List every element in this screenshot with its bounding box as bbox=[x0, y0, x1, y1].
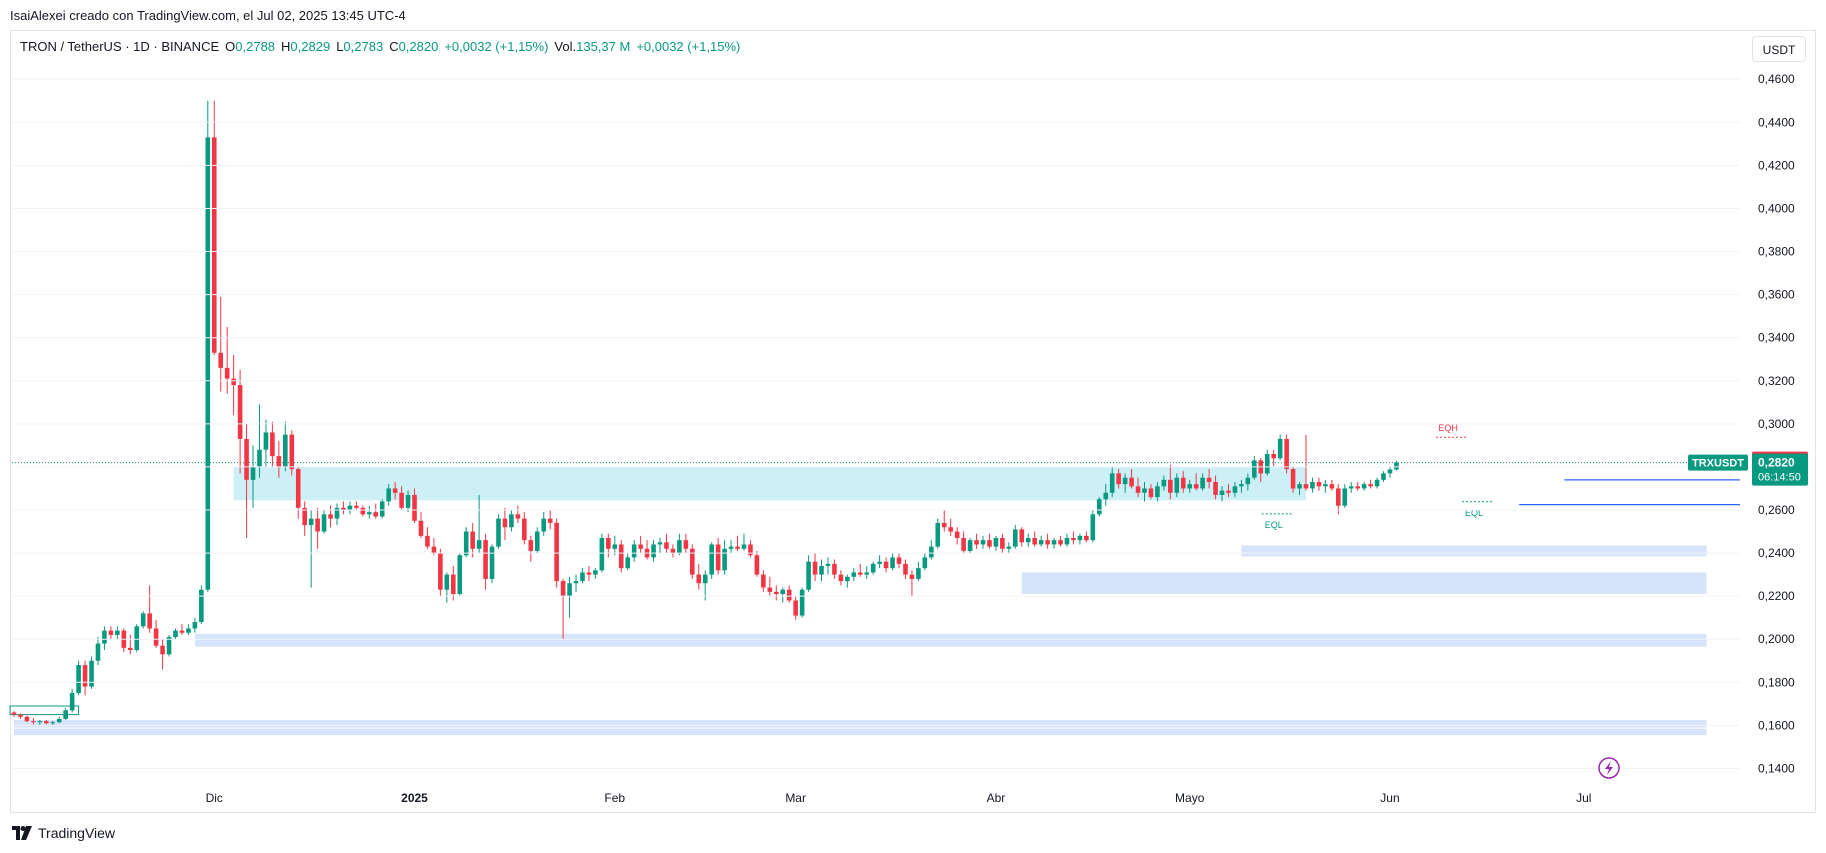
footer-brand: TradingView bbox=[38, 825, 116, 841]
tradingview-logo[interactable]: TradingView bbox=[12, 825, 115, 841]
legend-high-value: 0,2829 bbox=[290, 39, 331, 54]
legend-symbol[interactable]: TRON / TetherUS · 1D · BINANCE bbox=[20, 39, 220, 54]
chart-attribution: IsaiAlexei creado con TradingView.com, e… bbox=[10, 8, 406, 23]
legend-low-label: L bbox=[336, 39, 344, 54]
symbol-legend: TRON / TetherUS · 1D · BINANCE O0,2788 H0,… bbox=[20, 39, 746, 54]
legend-open-label: O bbox=[225, 39, 236, 54]
legend-vol-value: 135,37 M bbox=[576, 39, 631, 54]
chart-frame bbox=[10, 30, 1816, 813]
tradingview-logo-icon bbox=[12, 826, 32, 840]
legend-high-label: H bbox=[281, 39, 291, 54]
legend-close-value: 0,2820 bbox=[398, 39, 439, 54]
legend-close-label: C bbox=[389, 39, 399, 54]
legend-open-value: 0,2788 bbox=[235, 39, 276, 54]
legend-vol-label: Vol. bbox=[554, 39, 577, 54]
legend-change: +0,0032 (+1,15%) bbox=[444, 39, 549, 54]
legend-vol-change: +0,0032 (+1,15%) bbox=[636, 39, 741, 54]
legend-low-value: 0,2783 bbox=[343, 39, 384, 54]
currency-button[interactable]: USDT bbox=[1752, 36, 1806, 62]
